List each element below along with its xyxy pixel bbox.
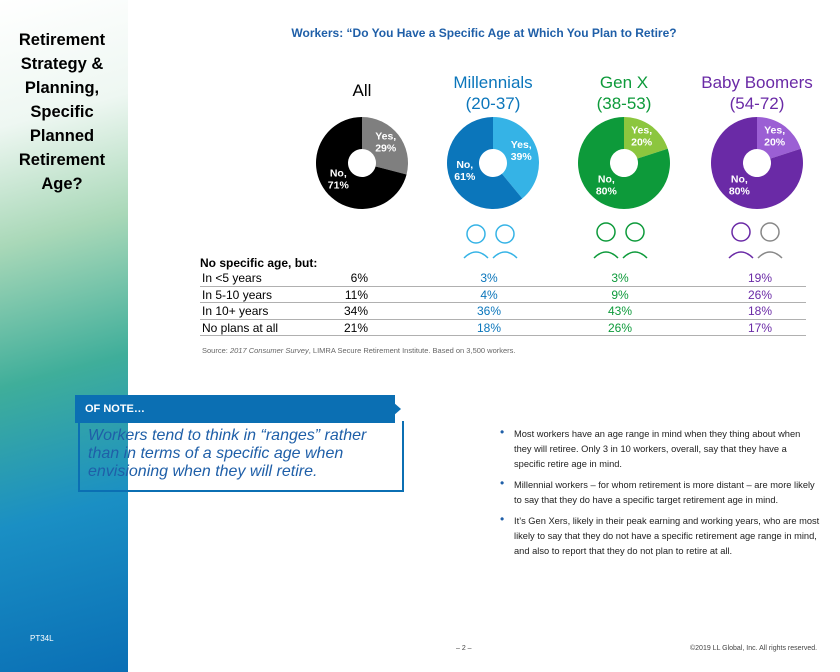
slice-category: No, — [598, 173, 615, 185]
slide-code: PT34L — [30, 634, 54, 643]
table-cell: 43% — [607, 304, 633, 318]
table-row: No plans at all 21% 18% 26% 17% — [200, 320, 806, 336]
charts: AllYes,29%No,71%Millennials(20-37)Yes,39… — [316, 73, 813, 259]
slice-category: Yes, — [375, 131, 396, 143]
chart-title: Gen X — [600, 73, 648, 92]
chart-title: Millennials — [453, 73, 532, 92]
table-header: No specific age, but: — [200, 256, 318, 270]
source-text: , LIMRA Secure Retirement Institute. Bas… — [308, 346, 516, 355]
pie-slice — [711, 117, 804, 209]
row-label: No plans at all — [202, 320, 279, 335]
table-cell: 19% — [747, 271, 773, 285]
slice-label: 71% — [328, 179, 350, 191]
note-text: Workers tend to think in “ranges” rather… — [78, 421, 404, 492]
slice-category: Yes, — [511, 139, 532, 151]
table-cell: 9% — [611, 287, 629, 302]
icons — [463, 222, 783, 259]
slice-category: Yes, — [631, 125, 652, 137]
chart-title: All — [353, 81, 372, 100]
chart-title: Baby Boomers — [701, 73, 813, 92]
pie-slice — [493, 117, 539, 199]
source-title: 2017 Consumer Survey — [229, 346, 309, 355]
source: Source: 2017 Consumer Survey, LIMRA Secu… — [202, 346, 516, 355]
slice-label: 20% — [631, 137, 653, 149]
row-label: In 10+ years — [202, 304, 269, 318]
bullet: It’s Gen Xers, likely in their peak earn… — [500, 512, 820, 559]
table-cell: 11% — [344, 287, 368, 302]
page-number: – 2 – — [456, 645, 472, 652]
table-row: In 5-10 years 11% 4% 9% 26% — [200, 287, 806, 303]
chart-subtitle: (54-72) — [730, 94, 785, 113]
pie-slice — [624, 117, 668, 159]
pie-slice — [447, 117, 523, 209]
table-row: In 10+ years 34% 36% 43% 18% — [200, 303, 806, 320]
table-cell: 34% — [343, 304, 368, 318]
chart-subtitle: (38-53) — [597, 94, 652, 113]
sidebar-title: Retirement Strategy & Planning, Specific… — [18, 31, 106, 193]
sidebar — [0, 0, 128, 672]
row-label: In 5-10 years — [202, 287, 273, 302]
slice-category: Yes, — [764, 125, 785, 137]
slice-label: 80% — [729, 185, 751, 197]
table-cell: 3% — [480, 271, 498, 285]
table-cell: 26% — [747, 287, 773, 302]
slice-label: 61% — [454, 171, 476, 183]
bullet: Most workers have an age range in mind w… — [500, 425, 820, 472]
table-cell: 21% — [343, 320, 368, 335]
table-cell: 18% — [476, 320, 502, 335]
slice-label: 20% — [764, 137, 786, 149]
slice-label: 80% — [596, 185, 618, 197]
source-text: Source: — [202, 346, 230, 355]
bullet: Millennial workers – for whom retirement… — [500, 476, 820, 508]
pie-slice — [362, 117, 408, 175]
copyright: ©2019 LL Global, Inc. All rights reserve… — [690, 645, 818, 652]
table: No specific age, but: In <5 years 6% 3% 3% 1… — [200, 256, 806, 336]
note-arrow — [385, 395, 401, 423]
table-cell: 4% — [480, 287, 498, 302]
table-row: In <5 years 6% 3% 3% 19% — [200, 270, 806, 287]
table-cell: 18% — [747, 304, 773, 318]
slice-label: 39% — [511, 151, 533, 163]
table-cell: 17% — [747, 320, 773, 335]
slice-category: No, — [731, 173, 748, 185]
bullets: Most workers have an age range in mind w… — [500, 425, 820, 565]
table-cell: 36% — [476, 304, 502, 318]
row-label: In <5 years — [202, 271, 262, 285]
note-label: OF NOTE… — [75, 395, 395, 423]
slide-title: Workers: “Do You Have a Specific Age at … — [291, 26, 677, 40]
slice-category: No, — [330, 167, 347, 179]
chart-subtitle: (20-37) — [466, 94, 521, 113]
slice-category: No, — [456, 159, 473, 171]
table-cell: 3% — [611, 271, 629, 285]
table-cell: 26% — [607, 320, 633, 335]
pie-slice — [316, 117, 407, 210]
slice-label: 29% — [375, 143, 397, 155]
pie-slice — [757, 117, 801, 159]
table-cell: 6% — [350, 271, 368, 285]
pie-slice — [578, 117, 670, 209]
